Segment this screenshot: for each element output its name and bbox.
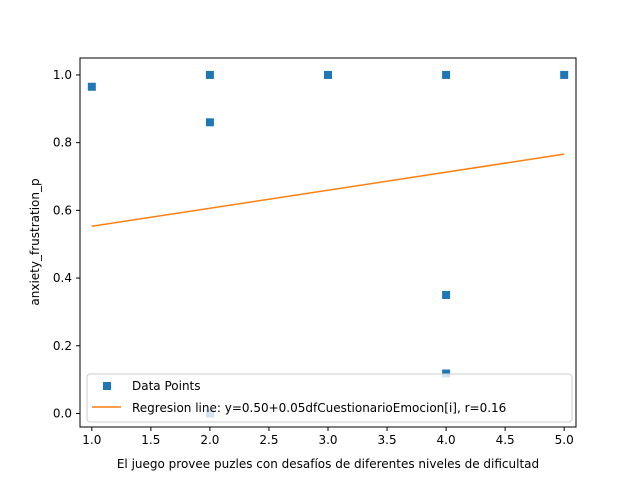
x-tick-label: 1.0 xyxy=(82,433,101,447)
data-point xyxy=(324,70,332,79)
x-tick-label: 1.5 xyxy=(141,433,160,447)
y-axis-label: anxiety_frustration_p xyxy=(28,178,42,305)
x-tick-label: 4.5 xyxy=(496,433,515,447)
x-tick-label: 2.0 xyxy=(200,433,219,447)
legend-label-regression: Regresion line: y=0.50+0.05dfCuestionari… xyxy=(132,401,506,415)
x-tick-label: 2.5 xyxy=(259,433,278,447)
y-axis-ticks: 0.0 0.2 0.4 0.6 0.8 1.0 xyxy=(53,68,80,420)
regression-line xyxy=(91,153,565,227)
legend-marker-data-points xyxy=(103,382,111,390)
x-tick-label: 4.0 xyxy=(437,433,456,447)
y-tick-label: 0.2 xyxy=(53,339,72,353)
data-point xyxy=(205,70,214,79)
x-axis-label: El juego provee puzles con desafíos de d… xyxy=(117,457,539,471)
y-tick-label: 0.8 xyxy=(53,136,72,150)
legend: Data Points Regresion line: y=0.50+0.05d… xyxy=(86,373,573,423)
x-tick-label: 3.0 xyxy=(318,433,337,447)
y-tick-label: 0.0 xyxy=(53,406,72,420)
x-tick-label: 5.0 xyxy=(555,433,574,447)
data-point xyxy=(442,70,451,79)
y-tick-label: 0.6 xyxy=(53,203,72,217)
x-tick-label: 3.5 xyxy=(378,433,397,447)
data-point xyxy=(442,290,451,299)
data-point xyxy=(560,70,569,79)
legend-frame xyxy=(86,373,573,423)
data-point xyxy=(87,82,96,91)
y-tick-label: 1.0 xyxy=(53,68,72,82)
plot-area xyxy=(80,58,576,427)
data-point xyxy=(205,118,214,127)
y-tick-label: 0.4 xyxy=(53,271,72,285)
legend-label-data-points: Data Points xyxy=(132,379,201,393)
x-axis-ticks: 1.0 1.5 2.0 2.5 3.0 3.5 4.0 4.5 5.0 xyxy=(82,427,574,447)
